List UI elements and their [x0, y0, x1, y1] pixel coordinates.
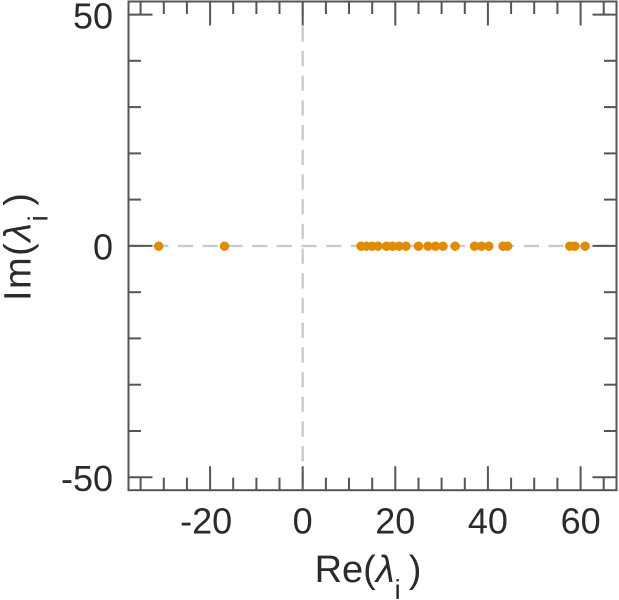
svg-text:60: 60 [561, 501, 601, 542]
svg-text:-20: -20 [180, 501, 232, 542]
svg-text:0: 0 [293, 501, 313, 542]
svg-text:Re(λi): Re(λi) [315, 549, 422, 600]
svg-text:0: 0 [93, 227, 113, 268]
svg-text:50: 50 [73, 0, 113, 36]
svg-text:40: 40 [468, 501, 508, 542]
svg-text:20: 20 [375, 501, 415, 542]
svg-text:-50: -50 [61, 458, 113, 499]
svg-text:Im(λi): Im(λi) [0, 192, 53, 301]
